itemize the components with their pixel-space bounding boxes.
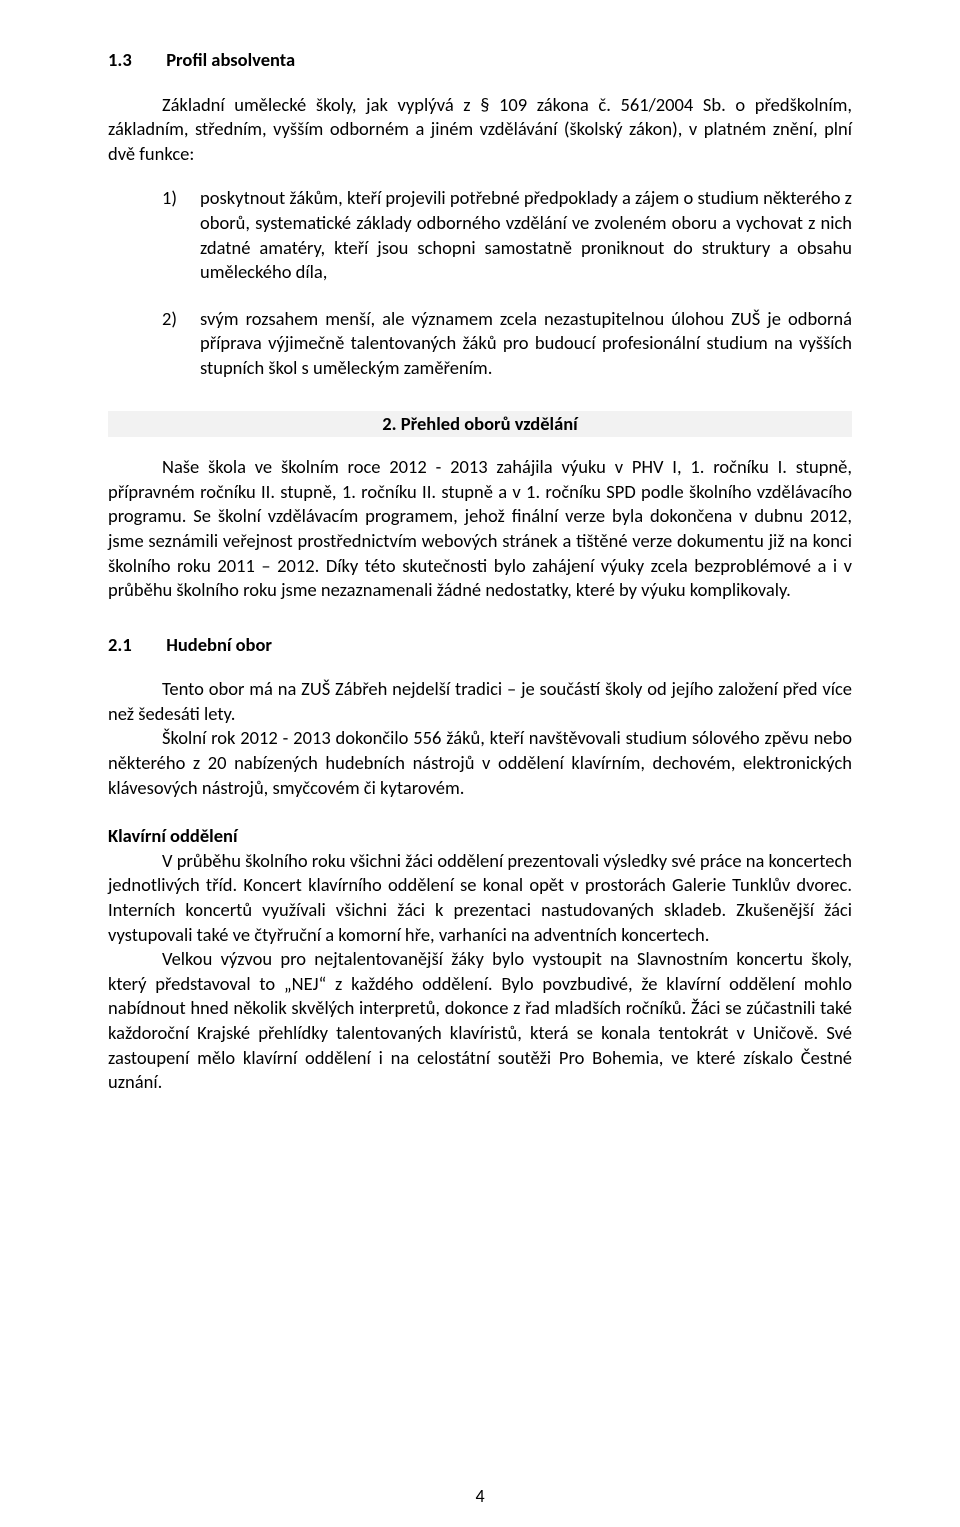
section-1-3-list: 1) poskytnout žákům, kteří projevili pot… [108, 186, 852, 380]
klavir-p1: V průběhu školního roku všichni žáci odd… [108, 849, 852, 947]
para: Školní rok 2012 - 2013 dokončilo 556 žák… [108, 726, 852, 800]
section-title: Profil absolventa [166, 48, 295, 71]
page-number: 4 [0, 1485, 960, 1509]
list-text: poskytnout žákům, kteří projevili potřeb… [200, 186, 852, 283]
section-number: 2.1 [108, 633, 162, 658]
document-page: 1.3 Profil absolventa Základní umělecké … [0, 0, 960, 1527]
section-1-3-heading: 1.3 Profil absolventa [108, 48, 852, 73]
section-number: 1.3 [108, 48, 162, 73]
para: Tento obor má na ZUŠ Zábřeh nejdelší tra… [108, 677, 852, 726]
section-2-heading-band: 2. Přehled oborů vzdělání [108, 411, 852, 438]
section-title: Hudební obor [166, 633, 272, 656]
klavir-block: Klavírní oddělení V průběhu školního rok… [108, 824, 852, 1095]
section-2-intro: Naše škola ve školním roce 2012 - 2013 z… [108, 455, 852, 603]
list-marker: 2) [162, 307, 196, 332]
klavir-p2: Velkou výzvou pro nejtalentovanější žáky… [108, 947, 852, 1095]
section-2-heading: 2. Přehled oborů vzdělání [382, 412, 577, 435]
section-2-1-intro-block: Tento obor má na ZUŠ Zábřeh nejdelší tra… [108, 677, 852, 800]
para: Klavírní oddělení V průběhu školního rok… [108, 824, 852, 947]
klavir-heading: Klavírní oddělení [108, 824, 238, 847]
list-text: svým rozsahem menší, ale významem zcela … [200, 307, 852, 379]
list-item: 2) svým rozsahem menší, ale významem zce… [200, 307, 852, 381]
list-marker: 1) [162, 186, 196, 211]
section-1-3-intro: Základní umělecké školy, jak vyplývá z §… [108, 93, 852, 167]
section-2-1-heading: 2.1 Hudební obor [108, 633, 852, 658]
list-item: 1) poskytnout žákům, kteří projevili pot… [200, 186, 852, 284]
